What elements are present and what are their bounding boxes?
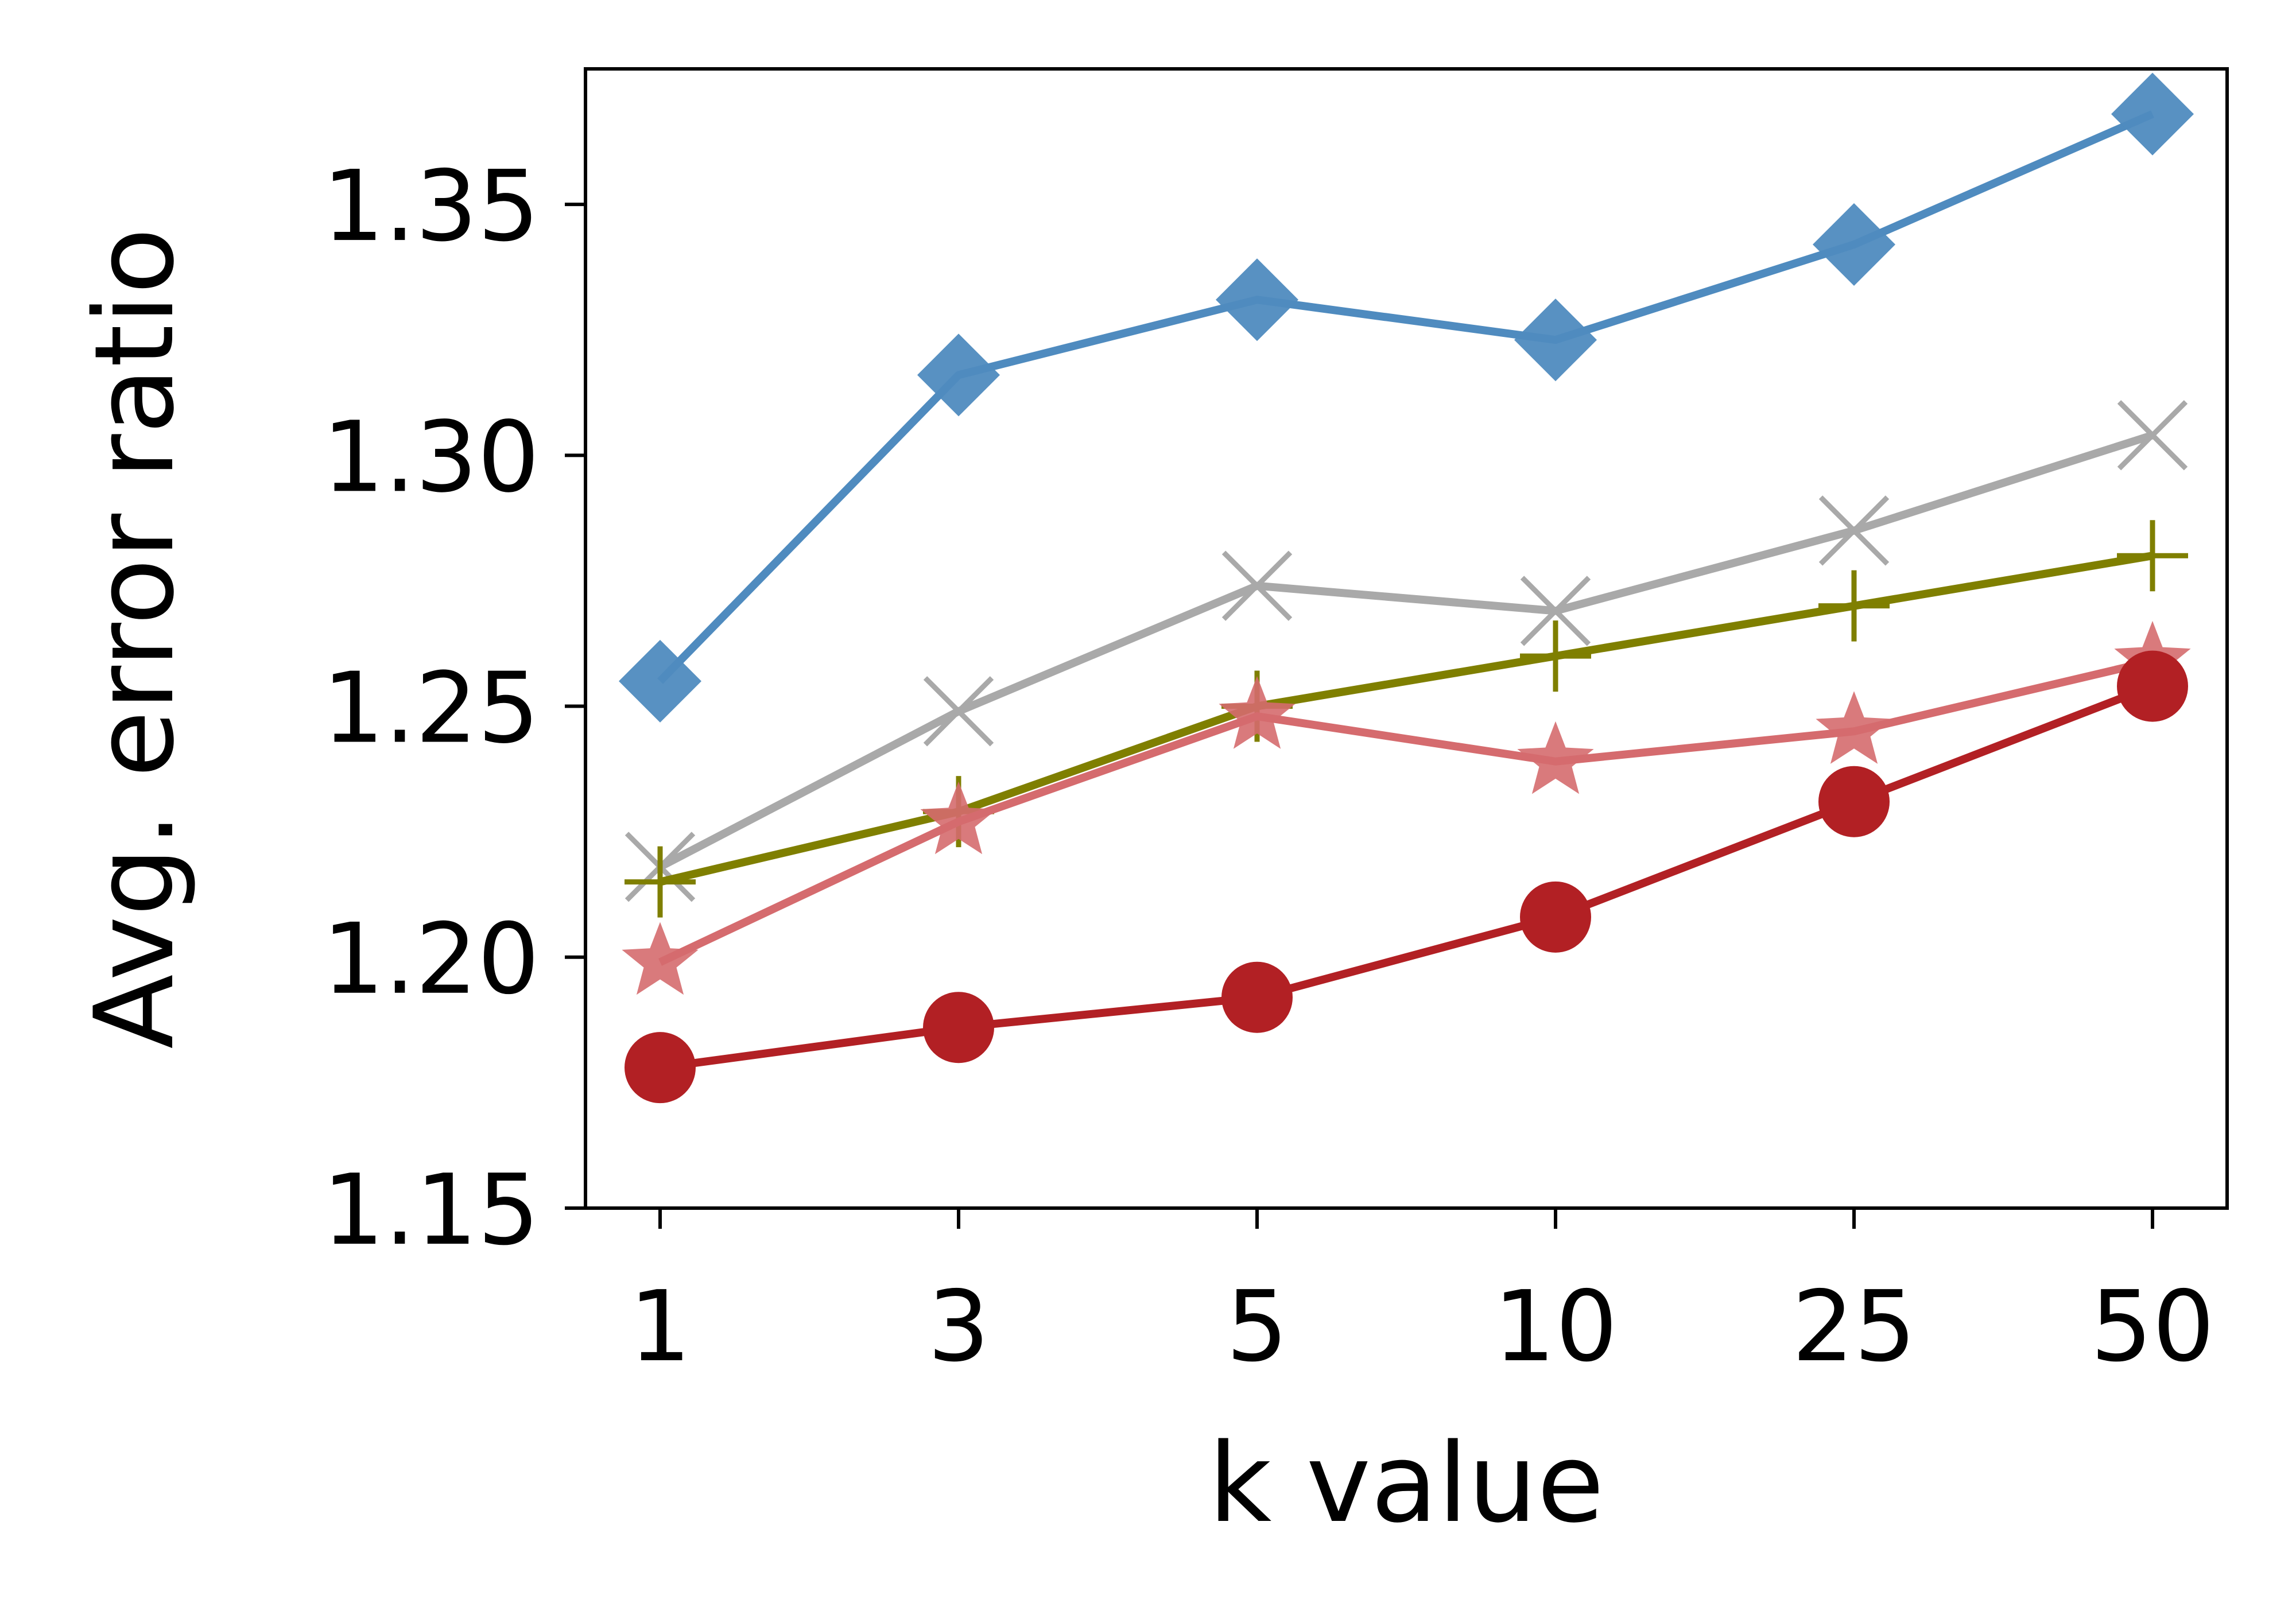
data-point-plus (625, 846, 696, 918)
data-point-diamond (619, 639, 701, 723)
data-point-star (622, 922, 699, 995)
y-tick-label: 1.20 (322, 903, 540, 1016)
series-line (659, 552, 2154, 886)
y-tick-label: 1.25 (322, 652, 540, 766)
data-point-diamond (1514, 298, 1597, 382)
plot-background (585, 69, 2227, 1208)
data-point-circle (2117, 650, 2188, 722)
series-diamond (619, 72, 2194, 723)
data-point-x (1221, 550, 1293, 621)
data-point-x (923, 676, 994, 747)
data-point-star (1219, 676, 1296, 749)
x-tick-label: 3 (928, 1270, 990, 1384)
y-tick-label: 1.35 (322, 150, 540, 263)
data-point-circle (625, 1032, 696, 1104)
data-point-star (920, 781, 997, 855)
data-point-plus (1818, 570, 1890, 642)
data-point-circle (1818, 766, 1890, 837)
data-point-circle (923, 992, 994, 1063)
data-point-x (2117, 400, 2188, 471)
x-tick-label: 25 (1792, 1270, 1916, 1384)
data-point-star (1816, 691, 1892, 764)
data-point-diamond (917, 333, 1000, 417)
data-point-circle (1221, 961, 1293, 1033)
x-tick-label: 10 (1494, 1270, 1618, 1384)
data-point-x (1520, 576, 1591, 646)
series-line (657, 110, 2154, 684)
y-tick-label: 1.15 (322, 1154, 540, 1267)
data-point-diamond (1813, 203, 1895, 286)
series-layer (619, 72, 2194, 1104)
data-point-diamond (2111, 72, 2194, 156)
series-circle (625, 650, 2188, 1104)
data-point-plus (2117, 520, 2188, 592)
axis-layer: 1 3 5 10 25 50 1.15 1.20 1.25 1.30 1.35 (322, 150, 2214, 1384)
data-point-star (1517, 721, 1594, 794)
series-line (658, 431, 2154, 871)
plot-frame (584, 67, 2229, 1210)
data-point-plus (1520, 620, 1591, 692)
data-point-diamond (1216, 258, 1298, 341)
x-axis-label: k value (1208, 1420, 1604, 1547)
data-point-circle (1520, 881, 1591, 953)
x-tick-label: 50 (2091, 1270, 2214, 1384)
x-tick-label: 1 (629, 1270, 691, 1384)
x-tick-label: 5 (1226, 1270, 1288, 1384)
y-axis-label: Avg. error ratio (71, 227, 198, 1049)
series-line (658, 657, 2154, 966)
data-point-x (1818, 495, 1890, 566)
y-tick-label: 1.30 (322, 401, 540, 514)
series-line (660, 682, 2154, 1072)
